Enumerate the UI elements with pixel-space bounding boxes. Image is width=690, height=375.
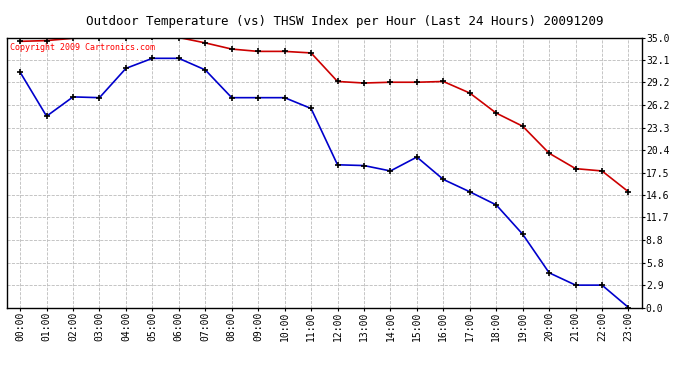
Text: Copyright 2009 Cartronics.com: Copyright 2009 Cartronics.com (10, 43, 155, 52)
Text: Outdoor Temperature (vs) THSW Index per Hour (Last 24 Hours) 20091209: Outdoor Temperature (vs) THSW Index per … (86, 15, 604, 28)
